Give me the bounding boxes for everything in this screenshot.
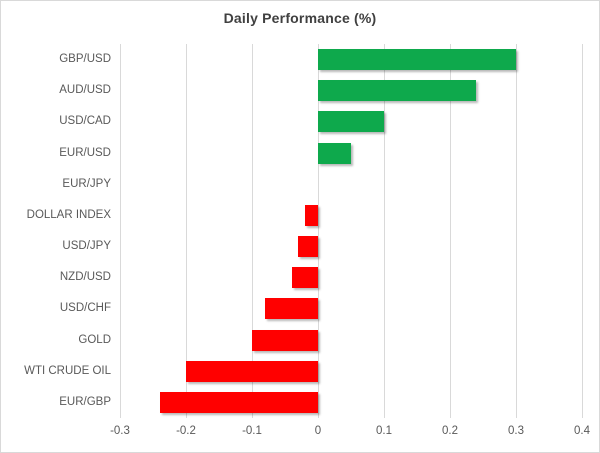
- category-label: WTI CRUDE OIL: [24, 364, 111, 377]
- gridline: [515, 44, 517, 418]
- gridline: [251, 44, 253, 418]
- category-label: EUR/USD: [59, 146, 111, 159]
- bar-gold: [252, 329, 318, 351]
- gridline: [581, 44, 583, 418]
- gridline: [317, 44, 319, 418]
- bar-gbp-usd: [318, 49, 516, 71]
- category-label: AUD/USD: [59, 84, 111, 97]
- category-label: USD/CAD: [59, 115, 111, 128]
- x-tick-label: 0: [314, 425, 322, 437]
- bar-eur-usd: [318, 142, 351, 164]
- gridline: [383, 44, 385, 418]
- bar-usd-jpy: [298, 236, 318, 258]
- x-tick-label: 0.2: [442, 425, 458, 437]
- bar-dollar-index: [304, 204, 318, 226]
- gridline: [119, 44, 121, 418]
- plot-area: [119, 44, 583, 418]
- x-tick-label: -0.3: [110, 425, 130, 437]
- gridline: [185, 44, 187, 418]
- bar-eur-gbp: [159, 391, 318, 413]
- bar-nzd-usd: [291, 267, 318, 289]
- value-axis: -0.3 -0.2 -0.1 0 0.1 0.2 0.3 0.4: [1, 425, 599, 443]
- category-label: NZD/USD: [59, 271, 111, 284]
- category-label: EUR/JPY: [62, 177, 111, 190]
- bar-usd-chf: [265, 298, 318, 320]
- x-tick-label: 0.4: [574, 425, 590, 437]
- gridline: [449, 44, 451, 418]
- category-label: EUR/GBP: [59, 395, 111, 408]
- category-label: GOLD: [78, 333, 111, 346]
- bar-wti-crude-oil: [186, 360, 318, 382]
- category-label: DOLLAR INDEX: [26, 208, 111, 221]
- chart-title: Daily Performance (%): [223, 10, 377, 26]
- category-label: USD/CHF: [59, 302, 111, 315]
- category-axis: GBP/USD AUD/USD USD/CAD EUR/USD EUR/JPY DOLLA…: [1, 44, 111, 418]
- category-label: GBP/USD: [59, 53, 111, 65]
- x-tick-label: -0.2: [176, 425, 196, 437]
- x-tick-label: 0.3: [508, 425, 524, 437]
- category-label: USD/JPY: [62, 240, 111, 252]
- bar-aud-usd: [318, 80, 477, 102]
- bar-usd-cad: [318, 111, 384, 133]
- x-tick-label: -0.1: [242, 425, 262, 437]
- x-tick-label: 0.1: [376, 425, 392, 437]
